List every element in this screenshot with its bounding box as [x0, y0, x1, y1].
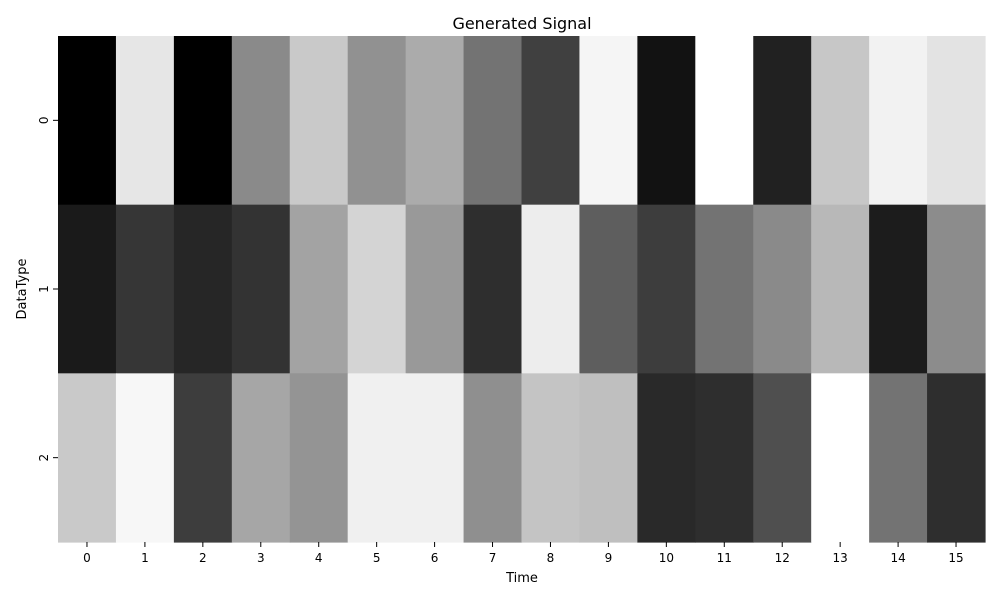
heatmap-cell-r1-c10: [637, 204, 696, 374]
x-tick-label-10: 10: [659, 551, 674, 565]
heatmap-cell-r1-c7: [463, 204, 523, 374]
heatmap-cell-r2-c5: [347, 373, 407, 543]
x-tick-label-7: 7: [489, 551, 497, 565]
x-tick-label-4: 4: [315, 551, 323, 565]
heatmap-cell-r1-c15: [927, 204, 986, 374]
heatmap-cell-r2-c13: [811, 373, 870, 543]
heatmap-cell-r2-c7: [463, 373, 523, 543]
heatmap-cell-r0-c3: [231, 36, 291, 206]
y-tick-label-0: 0: [37, 117, 51, 125]
heatmap-cell-r1-c2: [173, 204, 233, 374]
x-tick-label-14: 14: [890, 551, 905, 565]
heatmap-cell-r2-c8: [521, 373, 581, 543]
heatmap-cell-r0-c7: [463, 36, 523, 206]
heatmap-cell-r2-c2: [173, 373, 233, 543]
heatmap-cell-r2-c6: [405, 373, 465, 543]
chart-title: Generated Signal: [452, 14, 591, 33]
heatmap-cell-r0-c0: [58, 36, 117, 206]
x-axis-label: Time: [505, 571, 538, 586]
heatmap-cell-r1-c12: [753, 204, 812, 374]
heatmap-cell-r0-c13: [811, 36, 870, 206]
heatmap-cell-r0-c2: [173, 36, 233, 206]
heatmap-cell-r1-c9: [579, 204, 638, 374]
y-tick-label-1: 1: [37, 285, 51, 293]
x-tick-label-0: 0: [83, 551, 91, 565]
y-tick-label-2: 2: [37, 454, 51, 462]
heatmap-cell-r2-c14: [869, 373, 928, 543]
heatmap-cell-r1-c11: [695, 204, 754, 374]
x-axis: 0 1 2 3 4 5 6 7 8 9 10 11 12 13 14 15: [83, 542, 964, 565]
heatmap-cell-r0-c5: [347, 36, 407, 206]
heatmap-cell-r1-c4: [289, 204, 349, 374]
x-tick-label-1: 1: [141, 551, 149, 565]
heatmap-cell-r1-c1: [115, 204, 175, 374]
heatmap-cell-r0-c8: [521, 36, 581, 206]
x-tick-label-15: 15: [948, 551, 963, 565]
heatmap-cell-r2-c4: [289, 373, 349, 543]
x-tick-label-8: 8: [547, 551, 555, 565]
heatmap-cell-r2-c11: [695, 373, 754, 543]
heatmap-cell-r0-c14: [869, 36, 928, 206]
x-tick-label-13: 13: [833, 551, 848, 565]
heatmap-cell-r0-c9: [579, 36, 638, 206]
heatmap-cell-r0-c6: [405, 36, 465, 206]
heatmap-cell-r1-c3: [231, 204, 291, 374]
heatmap-cell-r0-c15: [927, 36, 986, 206]
heatmap-cell-r0-c12: [753, 36, 812, 206]
heatmap-cell-r1-c5: [347, 204, 407, 374]
heatmap-cells: [58, 36, 986, 543]
x-tick-label-6: 6: [431, 551, 439, 565]
heatmap-cell-r0-c1: [115, 36, 175, 206]
y-axis-label: DataType: [15, 259, 30, 320]
heatmap-cell-r1-c13: [811, 204, 870, 374]
x-tick-label-9: 9: [605, 551, 613, 565]
heatmap-cell-r0-c4: [289, 36, 349, 206]
x-tick-label-5: 5: [373, 551, 381, 565]
heatmap-cell-r2-c9: [579, 373, 638, 543]
heatmap-cell-r2-c12: [753, 373, 812, 543]
x-tick-label-2: 2: [199, 551, 207, 565]
heatmap-cell-r2-c15: [927, 373, 986, 543]
x-tick-label-11: 11: [717, 551, 732, 565]
x-tick-label-3: 3: [257, 551, 265, 565]
heatmap-cell-r2-c1: [115, 373, 175, 543]
heatmap-cell-r1-c14: [869, 204, 928, 374]
heatmap-cell-r1-c8: [521, 204, 581, 374]
heatmap-cell-r2-c10: [637, 373, 696, 543]
x-tick-label-12: 12: [775, 551, 790, 565]
heatmap-cell-r1-c0: [58, 204, 117, 374]
heatmap-cell-r1-c6: [405, 204, 465, 374]
heatmap-cell-r0-c10: [637, 36, 696, 206]
heatmap-cell-r2-c0: [58, 373, 117, 543]
y-axis: 0 1 2: [37, 117, 58, 462]
heatmap-cell-r2-c3: [231, 373, 291, 543]
heatmap-cell-r0-c11: [695, 36, 754, 206]
